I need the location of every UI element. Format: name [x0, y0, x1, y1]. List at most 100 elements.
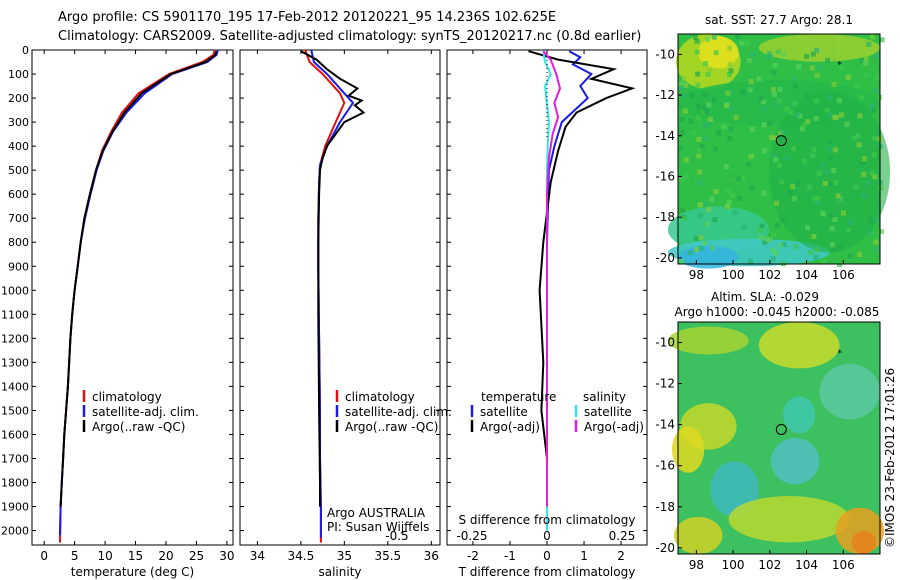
differences-series-t-argo-adj-: [528, 50, 636, 507]
sst_map-pixel: [761, 190, 767, 196]
sst_map-pixel: [733, 115, 739, 121]
sst_map-xtick-label: 98: [689, 268, 704, 282]
sst_map-xtick-label: 104: [795, 268, 818, 282]
sst_map-pixel: [694, 38, 700, 44]
sst_map-pixel: [681, 216, 687, 222]
temperature-xtick-label: 10: [97, 549, 112, 563]
sla_map-ytick-label: -18: [655, 500, 675, 514]
sst_map-pixel: [749, 185, 755, 191]
sla_map-ytick-label: -16: [655, 459, 675, 473]
sst_map-pixel: [688, 249, 694, 255]
sst_map-pixel: [813, 116, 819, 122]
sst_map-pixel: [725, 204, 731, 210]
sst_map-pixel: [872, 135, 878, 141]
sst_map-pixel: [702, 240, 708, 246]
salinity-series-argo-raw-qc-: [300, 50, 366, 507]
sst_map-pixel: [830, 56, 836, 62]
sst_map-pixel: [716, 130, 722, 136]
sst_map-pixel: [878, 229, 884, 235]
sla_map-xtick-label: 100: [722, 558, 745, 572]
differences-series-s-argo-adj-: [542, 50, 562, 507]
sst_map-pixel: [725, 188, 731, 194]
depth-tick-label: 500: [8, 164, 29, 177]
sst_map-pixel: [827, 111, 833, 117]
sst_map-pixel: [704, 108, 710, 114]
sst_map-pixel: [697, 202, 703, 208]
sst_map-pixel: [729, 176, 735, 182]
sst_map-pixel: [815, 196, 821, 202]
depth-tick-label: 400: [8, 140, 29, 153]
diff-s-axis-label: S difference from climatology: [459, 513, 636, 527]
sla_map-ytick-label: -10: [655, 336, 675, 350]
sst_map-pixel: [726, 72, 732, 78]
sst_map-pixel: [772, 62, 778, 68]
sst_map-pixel: [821, 211, 827, 217]
argo-program-label: Argo AUSTRALIA: [327, 506, 426, 520]
sst_map-pixel: [793, 101, 799, 107]
sst_map-pixel: [724, 103, 730, 109]
sst_map-pixel: [807, 250, 813, 256]
sst_map-pixel: [832, 217, 838, 223]
sst_map-pixel: [746, 58, 752, 64]
sst_map-pixel: [706, 120, 712, 126]
sst_map-xtick-label: 100: [722, 268, 745, 282]
sst_map-pixel: [778, 130, 784, 136]
sst_map-pixel: [747, 87, 753, 93]
depth-tick-label: 600: [8, 188, 29, 201]
sst_map-pixel: [840, 210, 846, 216]
sst_map-pixel: [696, 136, 702, 142]
temperature-xtick-label: 5: [71, 549, 79, 563]
sst_map-pixel: [678, 146, 684, 152]
temperature-xlabel: temperature (deg C): [71, 565, 194, 579]
sst_map-pixel: [695, 82, 701, 88]
sst_map-pixel: [750, 51, 756, 57]
sst_map-pixel: [704, 221, 710, 227]
sst_map-pixel: [859, 94, 865, 100]
diff-legend-label: Argo(-adj): [480, 420, 540, 434]
depth-tick-label: 0: [22, 44, 29, 57]
sst_map-pixel: [745, 161, 751, 167]
sst_map-pixel: [774, 222, 780, 228]
sst_map-pixel: [700, 109, 706, 115]
sst_map-pixel: [811, 234, 817, 240]
depth-tick-label: 100: [8, 68, 29, 81]
sst_map-pixel: [866, 41, 872, 47]
sst_map-pixel: [711, 97, 717, 103]
sst_map-pixel: [862, 60, 868, 66]
sst_map-pixel: [711, 34, 717, 40]
depth-tick-label: 1700: [1, 452, 29, 465]
sst_map-pixel: [695, 104, 701, 110]
sla_map-xtick-label: 104: [795, 558, 818, 572]
depth-tick-label: 800: [8, 236, 29, 249]
depth-tick-label: 700: [8, 212, 29, 225]
sst_map-field: [667, 34, 891, 269]
sst_map-pixel: [727, 45, 733, 51]
sst_map-pixel: [750, 126, 756, 132]
sst_map-pixel: [826, 147, 832, 153]
sst_map-pixel: [873, 239, 879, 245]
sst_map-pixel: [869, 170, 875, 176]
sla_map-xtick-label: 106: [832, 558, 855, 572]
sst_map-pixel: [777, 162, 783, 168]
sst_map-pixel: [814, 72, 820, 78]
sst_map-pixel: [799, 126, 805, 132]
sst_map-pixel: [820, 162, 826, 168]
sla_map-blob: [673, 516, 723, 554]
sst_map-pixel: [863, 56, 869, 62]
sst_map-pixel: [857, 113, 863, 119]
sst_map-pixel: [876, 94, 882, 100]
sst_map-pixel: [784, 106, 790, 112]
sst_map-pixel: [777, 45, 783, 51]
sst_map-pixel: [723, 164, 729, 170]
sst_map-pixel: [713, 189, 719, 195]
temperature-series-climatology: [59, 49, 216, 543]
salinity-legend-label: satellite-adj. clim.: [345, 405, 452, 419]
sst_map-pixel: [706, 102, 712, 108]
sst_map-pixel: [859, 58, 865, 64]
sst_map-pixel: [824, 169, 830, 175]
sst_map-pixel: [781, 52, 787, 58]
sst_map-pixel: [866, 229, 872, 235]
depth-tick-label: 1200: [1, 332, 29, 345]
sla_map-blob: [819, 363, 880, 420]
sst_map-pixel: [740, 89, 746, 95]
